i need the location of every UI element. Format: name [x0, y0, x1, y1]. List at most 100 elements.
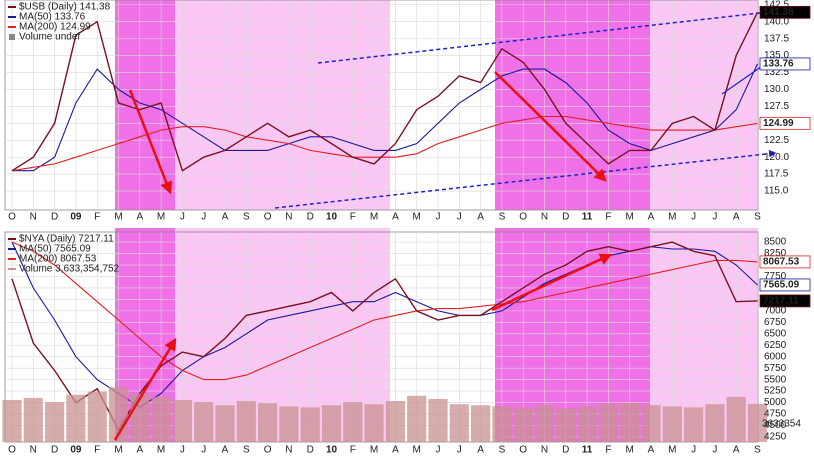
volume-bar: [726, 396, 746, 442]
x-tick-label: A: [477, 212, 484, 223]
x-tick-label: M: [370, 212, 378, 223]
volume-bar: [321, 405, 342, 442]
x-tick-label: N: [30, 212, 37, 223]
volume-bar: [45, 402, 65, 442]
y-tick-label: 140.0: [764, 16, 789, 27]
volume-bar: [684, 407, 704, 442]
legend-label: Volume 3,633,354,752: [19, 264, 120, 275]
series-line: [11, 241, 758, 381]
x-tick-label: A: [222, 445, 229, 456]
legend-label: Volume undef: [19, 32, 80, 43]
x-tick-label: J: [436, 212, 441, 223]
x-tick-label: D: [307, 212, 314, 223]
x-tick-label: O: [519, 212, 527, 223]
y-tick-label: 5500: [764, 374, 787, 385]
x-tick-label: S: [243, 445, 250, 456]
legend-label: $NYA (Daily) 7217.11: [19, 234, 114, 245]
x-tick-label: A: [136, 212, 143, 223]
volume-bar: [279, 406, 299, 442]
y-tick-label: 117.5: [764, 169, 789, 180]
x-tick-label: 09: [70, 445, 82, 456]
plots: [2, 0, 768, 443]
annotations: [113, 12, 777, 441]
x-tick-label: M: [114, 212, 122, 223]
x-tick-label: J: [712, 445, 717, 456]
x-tick-label: S: [499, 212, 506, 223]
x-tick-label: J: [436, 445, 441, 456]
x-tick-label: N: [30, 445, 37, 456]
volume-bar: [556, 408, 576, 442]
x-tick-label: M: [370, 445, 378, 456]
last-value-label: 133.76: [763, 59, 794, 70]
volume-bar: [747, 403, 768, 442]
x-tick-label: D: [51, 445, 58, 456]
last-value-label: 141.38: [763, 7, 794, 18]
x-tick-label: M: [157, 445, 165, 456]
x-tick-label: N: [285, 212, 292, 223]
y-tick-label: 7000: [764, 306, 787, 317]
volume-bar: [492, 406, 512, 442]
x-tick-label: A: [648, 445, 655, 456]
x-tick-label: F: [350, 212, 356, 223]
y-tick-label: 137.5: [764, 33, 789, 44]
volume-bar: [151, 396, 171, 442]
x-tick-label: N: [541, 212, 548, 223]
x-tick-label: D: [562, 445, 569, 456]
x-tick-label: J: [201, 445, 206, 456]
x-tick-label: M: [668, 212, 676, 223]
x-tick-label: M: [626, 212, 634, 223]
arrow: [128, 89, 173, 195]
x-tick-label: F: [94, 445, 100, 456]
volume-bar: [428, 398, 448, 442]
labels: 115.0117.5120.0122.5125.0127.5130.0132.5…: [8, 0, 811, 456]
y-tick-label: 122.5: [764, 135, 789, 146]
x-tick-label: N: [285, 445, 292, 456]
volume-bar: [215, 405, 235, 442]
shade: [650, 0, 758, 210]
x-tick-label: A: [392, 445, 399, 456]
series-line: [12, 63, 758, 172]
volume-bar: [194, 402, 214, 442]
volume-bar: [598, 404, 618, 442]
volume-bar: [471, 405, 491, 442]
x-tick-label: M: [413, 445, 421, 456]
volume-bar: [577, 406, 597, 442]
x-tick-label: M: [668, 445, 676, 456]
x-tick-label: A: [222, 212, 229, 223]
last-value-label: 8067.53: [763, 257, 800, 268]
volume-bar: [385, 401, 405, 442]
last-value-label: 124.99: [763, 118, 794, 129]
x-tick-label: 09: [70, 212, 82, 223]
legend-label: MA(50) 7565.09: [19, 244, 91, 255]
volume-bar: [449, 404, 469, 442]
legend-label: MA(50) 133.76: [19, 12, 86, 23]
x-tick-label: M: [157, 212, 165, 223]
x-tick-label: 11: [582, 212, 593, 223]
x-tick-label: A: [733, 212, 740, 223]
x-tick-label: O: [519, 445, 527, 456]
x-tick-label: D: [51, 212, 58, 223]
y-tick-label: 6000: [764, 351, 787, 362]
legend-label: MA(200) 8067.53: [19, 254, 97, 265]
y-tick-label: 4250: [764, 432, 787, 443]
x-tick-label: F: [605, 212, 611, 223]
arrow: [494, 71, 607, 182]
volume-label: 3633354: [762, 419, 801, 430]
volume-bar: [407, 395, 427, 442]
x-tick-label: A: [136, 445, 143, 456]
y-tick-label: 8500: [764, 237, 787, 248]
volume-bar: [641, 405, 661, 442]
volume-bar: [513, 407, 533, 442]
x-tick-label: J: [201, 212, 206, 223]
x-tick-label: J: [457, 445, 462, 456]
volume-bar: [66, 394, 86, 442]
x-tick-label: S: [243, 212, 250, 223]
volume-bar: [300, 407, 320, 442]
y-tick-label: 6750: [764, 317, 787, 328]
x-tick-label: F: [350, 445, 356, 456]
x-tick-label: F: [605, 445, 611, 456]
volume-bar: [705, 404, 725, 442]
x-tick-label: F: [94, 212, 100, 223]
volume-bar: [620, 403, 640, 442]
volume-bar: [534, 405, 555, 442]
